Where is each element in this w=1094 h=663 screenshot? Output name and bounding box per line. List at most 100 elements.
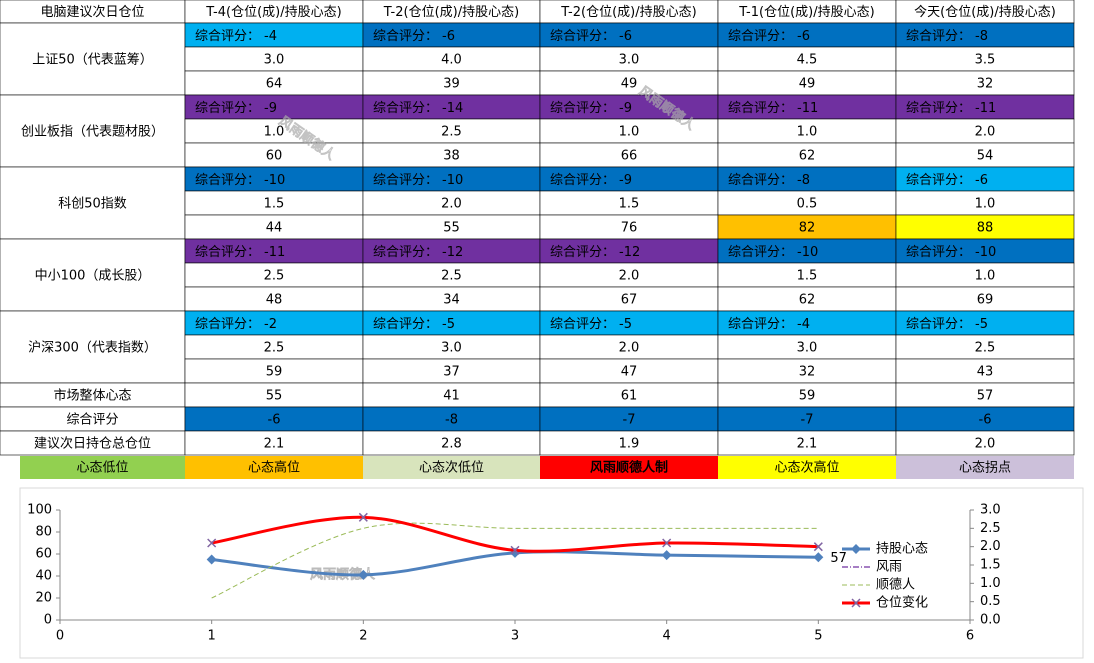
score-label: 综合评分： (728, 101, 793, 116)
cell-text: 59 (799, 389, 816, 404)
cell (184, 286, 364, 312)
score-label: 综合评分： (373, 29, 438, 44)
cell-text: 32 (977, 77, 994, 92)
cell (184, 310, 364, 336)
cell-text: 2.5 (441, 269, 462, 284)
cell-text: 54 (977, 149, 994, 164)
score-label: 综合评分： (906, 29, 971, 44)
cell (539, 190, 719, 216)
cell (895, 310, 1075, 336)
y-tick-label: 100 (27, 503, 52, 518)
cell-text: 66 (621, 149, 638, 164)
cell (0, 238, 186, 312)
score-text: 综合评分： -9 (195, 101, 277, 116)
cell-text: 2.0 (975, 125, 996, 140)
cell-text: 沪深300（代表指数） (28, 340, 157, 356)
legend-marker (851, 544, 861, 554)
cell (362, 382, 541, 408)
cell (895, 238, 1075, 264)
legend-text: 心态次低位 (419, 460, 484, 476)
cell (539, 310, 719, 336)
cell (362, 430, 541, 456)
score-text: 综合评分： -6 (550, 29, 632, 44)
cell-text: 3.0 (619, 53, 640, 68)
score-label: 综合评分： (195, 317, 260, 332)
cell-text: 市场整体心态 (53, 388, 131, 404)
cell-text: 2.1 (264, 437, 285, 452)
cell-text: T-2(仓位(成)/持股心态) (383, 5, 519, 20)
score-text: 综合评分： -12 (373, 245, 463, 260)
cell-text: 41 (443, 389, 460, 404)
cell-text: 47 (621, 365, 638, 380)
cell-text: 3.0 (797, 341, 818, 356)
cell (539, 238, 719, 264)
cell-text: 电脑建议次日仓位 (40, 4, 144, 20)
x-tick-label: 6 (966, 629, 974, 644)
cell (0, 22, 186, 96)
cell-text: 57 (977, 389, 994, 404)
cell (362, 310, 541, 336)
cell (895, 118, 1075, 144)
x-tick-label: 5 (814, 629, 822, 644)
x-tick-label: 1 (208, 629, 216, 644)
cell-text: T-2(仓位(成)/持股心态) (560, 5, 696, 20)
y-tick-label: 60 (35, 547, 52, 562)
score-label: 综合评分： (906, 173, 971, 188)
cell-text: 49 (621, 77, 638, 92)
cell-text: 59 (266, 365, 283, 380)
marker (206, 554, 217, 565)
cell (539, 166, 719, 192)
score-value: -11 (975, 101, 996, 116)
score-label: 综合评分： (195, 173, 260, 188)
score-text: 综合评分： -10 (906, 245, 996, 260)
cell (184, 358, 364, 384)
cell-text: 39 (443, 77, 460, 92)
cell (539, 46, 719, 72)
cell (717, 358, 897, 384)
score-label: 综合评分： (906, 245, 971, 260)
cell (895, 46, 1075, 72)
cell (717, 214, 897, 240)
cell-text: 55 (266, 389, 283, 404)
score-value: -6 (797, 29, 810, 44)
cell-text: T-1(仓位(成)/持股心态) (738, 5, 874, 20)
cell (895, 70, 1075, 96)
y2-tick-label: 2.0 (980, 539, 1001, 554)
score-value: -11 (797, 101, 818, 116)
cell-text: 1.0 (797, 125, 818, 140)
x-tick-label: 4 (663, 629, 671, 644)
cell-text: 55 (443, 221, 460, 236)
cell-text: 3.5 (975, 53, 996, 68)
x-tick-label: 2 (359, 629, 367, 644)
score-value: -10 (975, 245, 996, 260)
y2-tick-label: 0.5 (980, 594, 1001, 609)
cell-text: 4.5 (797, 53, 818, 68)
legend-text: 心态次高位 (774, 460, 839, 476)
score-text: 综合评分： -9 (550, 173, 632, 188)
score-label: 综合评分： (728, 173, 793, 188)
legend-label: 顺德人 (876, 578, 915, 593)
cell (184, 70, 364, 96)
score-text: 综合评分： -5 (373, 317, 455, 332)
cell-text: 今天(仓位(成)/持股心态) (914, 4, 1056, 20)
score-value: -8 (797, 173, 810, 188)
cell (539, 94, 719, 120)
score-value: -5 (975, 317, 988, 332)
legend-label: 风雨 (876, 560, 902, 575)
cell (0, 310, 186, 384)
marker (662, 538, 672, 548)
cell-text: 1.5 (264, 197, 285, 212)
score-label: 综合评分： (550, 245, 615, 260)
cell (895, 382, 1075, 408)
score-text: 综合评分： -8 (906, 29, 988, 44)
cell (717, 22, 897, 48)
cell-text: 1.5 (619, 197, 640, 212)
score-value: -12 (619, 245, 640, 260)
cell (717, 238, 897, 264)
legend-cell (540, 456, 718, 479)
score-value: -10 (797, 245, 818, 260)
score-value: -8 (975, 29, 988, 44)
y2-tick-label: 3.0 (980, 503, 1001, 518)
cell-text: 1.9 (619, 437, 640, 452)
